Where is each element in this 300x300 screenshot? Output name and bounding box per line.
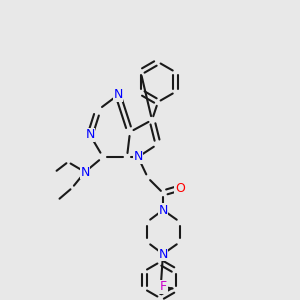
Text: F: F	[160, 280, 167, 293]
Text: N: N	[80, 166, 90, 178]
Text: O: O	[175, 182, 185, 194]
Text: N: N	[85, 128, 95, 142]
Text: N: N	[113, 88, 123, 101]
Text: N: N	[158, 248, 168, 260]
Text: N: N	[133, 151, 143, 164]
Text: N: N	[158, 203, 168, 217]
